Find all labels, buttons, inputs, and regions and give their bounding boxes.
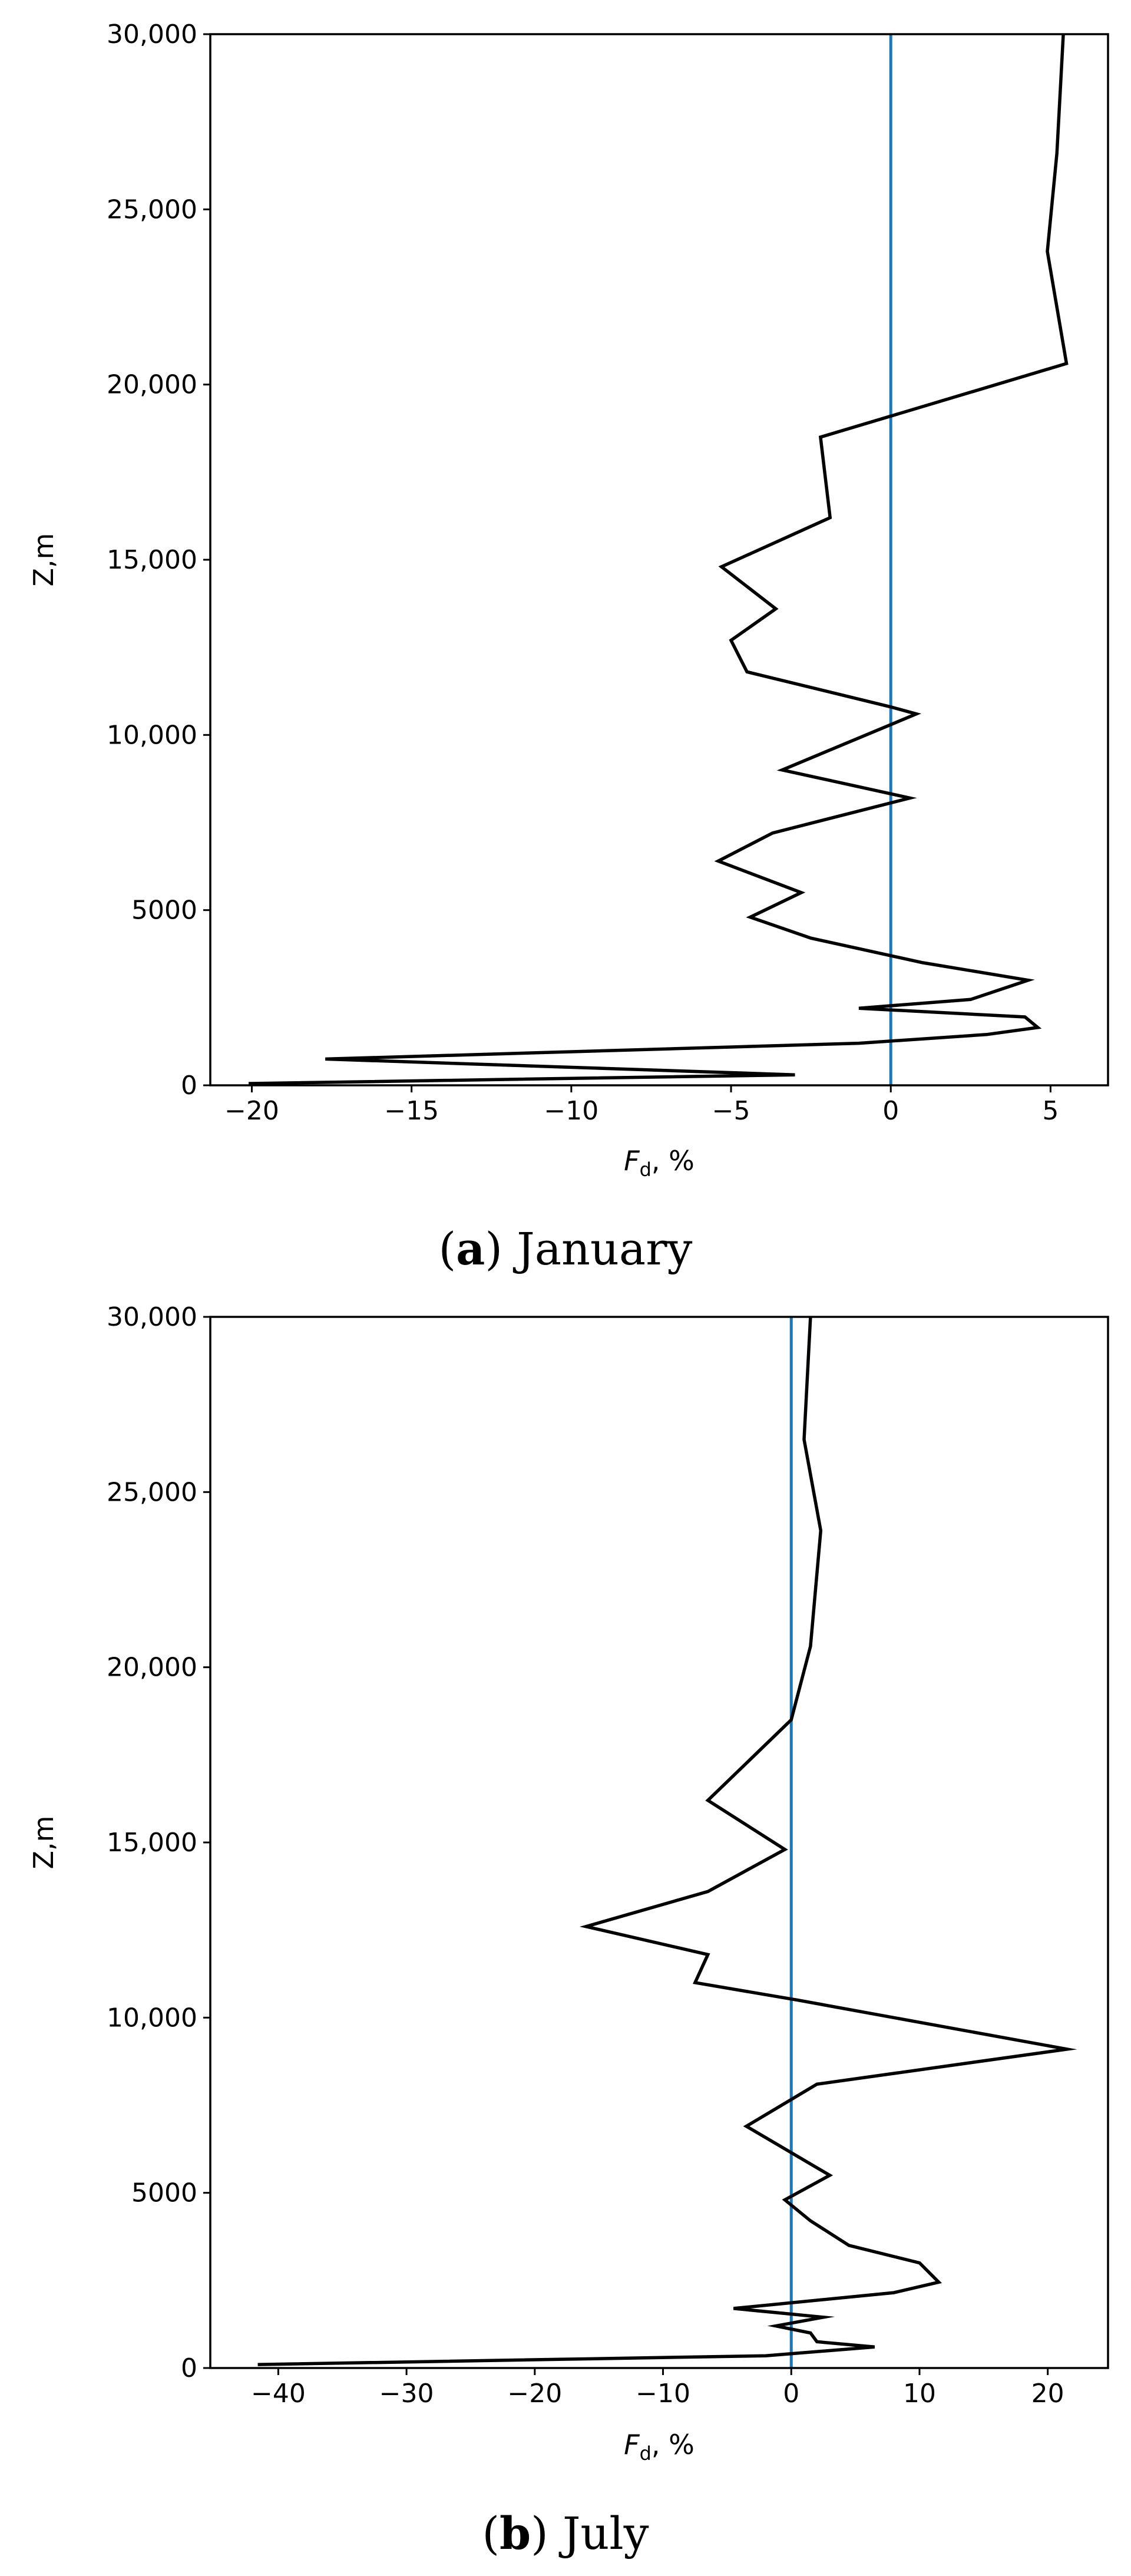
x-tick-label: 10 [903, 2379, 936, 2409]
y-tick-label: 20,000 [107, 1653, 197, 1683]
x-tick-label: −40 [251, 2379, 306, 2409]
y-tick-label: 25,000 [107, 1477, 197, 1507]
x-axis-ticks: −40 −30 −20 −10 0 10 20 [251, 2368, 1064, 2409]
x-tick-label: 20 [1031, 2379, 1064, 2409]
y-axis-ticks: 0 5000 10,000 15,000 20,000 25,000 30,000 [107, 19, 210, 1101]
x-axis-label-subscript: d [640, 1158, 652, 1181]
x-axis-label-variable: F [624, 2429, 640, 2461]
chart-january: −20 −15 −10 −5 0 5 0 5000 10,000 15,000 20,000 25,… [28, 19, 1109, 1275]
y-tick-label: 5000 [131, 896, 197, 926]
y-tick-label: 10,000 [107, 720, 197, 750]
series-layer [257, 1316, 1077, 2366]
x-tick-label: −10 [544, 1096, 598, 1126]
x-axis-label: Fd, % [624, 1145, 695, 1181]
y-tick-label: 5000 [131, 2178, 197, 2208]
chart-july: −40 −30 −20 −10 0 10 20 0 5000 10,000 15,000 20,00… [28, 1302, 1109, 2560]
y-tick-label: 30,000 [107, 1302, 197, 1332]
y-tick-label: 20,000 [107, 370, 197, 400]
x-tick-label: 5 [1042, 1096, 1059, 1126]
y-axis-label: Z,m [28, 1816, 59, 1870]
x-axis-label-unit: , % [652, 2429, 695, 2461]
y-tick-label: 10,000 [107, 2003, 197, 2033]
x-tick-label: −15 [384, 1096, 439, 1126]
caption-text: ) July [531, 2507, 649, 2560]
y-axis-label: Z,m [28, 533, 59, 587]
y-tick-label: 15,000 [107, 545, 197, 575]
caption-january: (a) January [439, 1223, 693, 1275]
series-layer [249, 34, 1069, 1085]
x-tick-label: −20 [224, 1096, 279, 1126]
x-tick-label: 0 [882, 1096, 899, 1126]
x-axis-label-unit: , % [652, 1145, 695, 1177]
plot-frame [209, 1316, 1109, 2369]
x-axis-label-subscript: d [640, 2442, 652, 2465]
x-tick-label: −30 [379, 2379, 434, 2409]
y-tick-label: 30,000 [107, 19, 197, 49]
caption-july: (b) July [482, 2507, 649, 2560]
y-tick-label: 15,000 [107, 1828, 197, 1858]
y-axis-ticks: 0 5000 10,000 15,000 20,000 25,000 30,000 [107, 1302, 210, 2383]
caption-text: ) January [485, 1223, 692, 1275]
y-tick-label: 0 [181, 1071, 197, 1101]
x-axis-label-variable: F [624, 1145, 640, 1177]
y-tick-label: 0 [181, 2353, 197, 2383]
x-tick-label: 0 [783, 2379, 799, 2409]
x-axis-ticks: −20 −15 −10 −5 0 5 [224, 1085, 1059, 1126]
x-tick-label: −5 [712, 1096, 750, 1126]
y-tick-label: 25,000 [107, 194, 197, 224]
series-line [257, 1316, 1077, 2366]
caption-letter: a [456, 1223, 485, 1275]
x-tick-label: −10 [636, 2379, 690, 2409]
series-line [249, 34, 1069, 1085]
x-tick-label: −20 [507, 2379, 562, 2409]
plot-frame [209, 33, 1109, 1086]
caption-letter: b [500, 2507, 531, 2560]
x-axis-label: Fd, % [624, 2429, 695, 2465]
